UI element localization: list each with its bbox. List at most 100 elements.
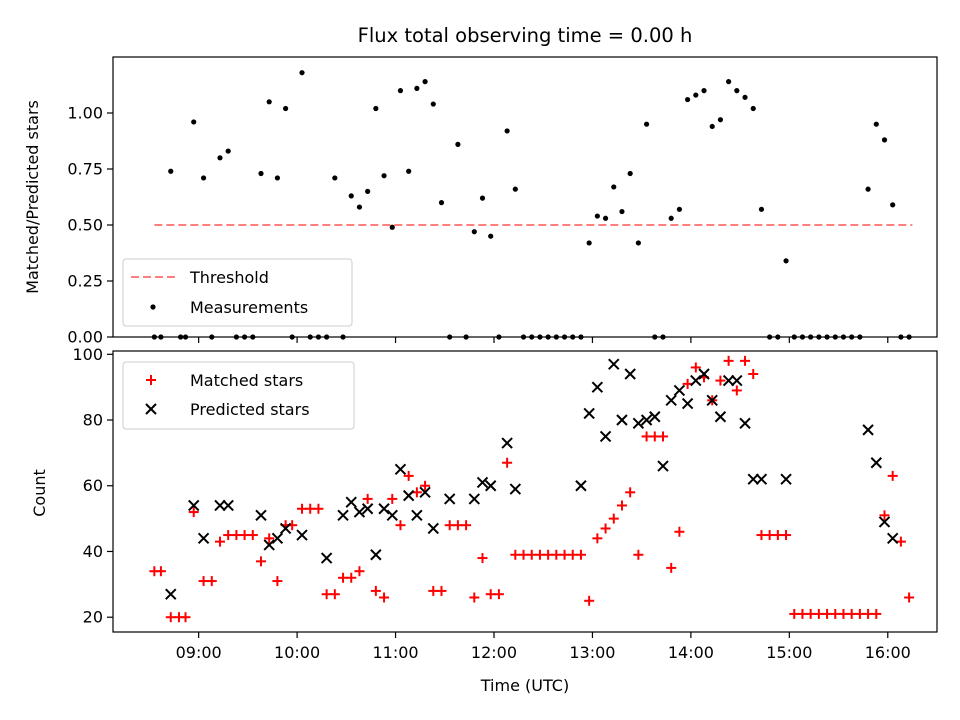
measurement-point [191, 119, 197, 125]
bottom-panel: 20 40 60 80 100 09:00 10:00 11:00 12:00 13:00 14:… [30, 345, 938, 695]
predicted-star-point [698, 368, 710, 380]
measurement-point [356, 204, 363, 210]
measurement-point [783, 258, 789, 264]
measurement-point [693, 92, 699, 98]
measurement-point [881, 137, 888, 143]
measurement-point [389, 224, 395, 230]
matched-star-point [748, 369, 759, 380]
predicted-star-point [657, 460, 669, 472]
legend-matched-swatch [146, 375, 156, 385]
matched-star-point [895, 536, 906, 547]
measurement-point [373, 105, 379, 112]
bottom-x-tick-label: 10:00 [274, 643, 320, 662]
measurement-point [643, 121, 650, 127]
measurement-point [430, 101, 436, 107]
predicted-star-point [714, 411, 727, 423]
matched-star-point [682, 378, 693, 389]
matched-star-point [354, 566, 365, 577]
predicted-star-point [706, 394, 718, 407]
predicted-star-point [476, 476, 489, 489]
matched-star-point [395, 520, 406, 531]
matched-star-point [608, 513, 619, 524]
predicted-star-point [279, 522, 292, 535]
bottom-y-tick-label: 80 [83, 411, 103, 430]
matched-star-point [379, 592, 390, 603]
matched-star-point [879, 510, 890, 521]
top-y-tick-label: 0.75 [67, 160, 103, 179]
bottom-x-tick-label: 14:00 [668, 643, 714, 662]
predicted-star-point [386, 509, 398, 522]
top-y-tick-label: 0.50 [67, 216, 103, 235]
measurement-point [348, 193, 354, 199]
bottom-x-tick-label: 16:00 [865, 643, 911, 662]
predicted-star-point [468, 493, 481, 505]
predicted-star-point [673, 384, 686, 397]
matched-star-point [781, 530, 792, 541]
predicted-star-point [755, 473, 768, 485]
bottom-x-tick-label: 09:00 [176, 643, 222, 662]
measurement-point [406, 168, 412, 174]
top-panel: 0.00 0.25 0.50 0.75 1.00 Matched/Predicted s… [23, 56, 938, 347]
predicted-star-point [886, 532, 899, 545]
predicted-star-point [870, 457, 882, 469]
predicted-star-point [665, 394, 677, 407]
measurement-point [455, 141, 461, 147]
predicted-star-point [616, 414, 628, 426]
matched-star-point [690, 362, 701, 373]
matched-star-point [731, 385, 742, 396]
bottom-x-tick-label: 12:00 [471, 643, 517, 662]
predicted-star-point [640, 414, 653, 426]
predicted-star-point [878, 516, 891, 528]
top-legend: Threshold Measurements [122, 258, 353, 327]
matched-star-point [723, 355, 734, 366]
predicted-star-point [443, 493, 456, 505]
measurement-point [479, 195, 486, 201]
measurement-point [668, 215, 674, 221]
bottom-x-tick-label: 13:00 [569, 643, 615, 662]
measurement-point [217, 155, 223, 161]
predicted-star-point [361, 503, 374, 515]
matched-star-point [370, 585, 381, 596]
matched-star-point [633, 549, 644, 560]
measurement-point [750, 105, 756, 112]
bottom-axes-frame [112, 350, 938, 633]
measurement-point [200, 175, 207, 181]
measurement-point [873, 121, 879, 127]
matched-star-point [420, 480, 431, 491]
matched-star-point [403, 470, 414, 481]
predicted-star-point [337, 509, 349, 522]
predicted-star-point [624, 368, 636, 380]
measurement-point [619, 208, 625, 215]
measurement-point [586, 240, 592, 246]
matched-star-point [461, 520, 472, 531]
predicted-star-point [255, 509, 267, 522]
predicted-star-point [632, 417, 645, 430]
measurement-point [709, 123, 715, 130]
measurement-point [635, 240, 641, 246]
matched-star-point [214, 536, 225, 547]
matched-star-point [436, 585, 447, 596]
predicted-star-point [402, 489, 415, 502]
predicted-star-point [747, 473, 759, 485]
bottom-y-tick-label: 20 [83, 608, 103, 627]
matched-star-point [592, 533, 603, 544]
matched-star-point [575, 549, 586, 560]
predicted-star-point [394, 463, 407, 476]
top-axes-frame [112, 56, 938, 338]
legend-threshold-label: Threshold [189, 268, 269, 287]
predicted-star-point [197, 532, 210, 545]
measurement-point [734, 88, 740, 94]
matched-star-point [502, 457, 513, 468]
matched-star-point [477, 553, 488, 564]
measurement-point [471, 229, 477, 235]
predicted-star-point [345, 496, 357, 508]
matched-star-point [715, 375, 726, 386]
predicted-star-point [353, 506, 366, 518]
predicted-star-point [608, 358, 620, 370]
matched-star-point [206, 576, 217, 587]
predicted-star-point [411, 509, 423, 522]
matched-star-point [600, 523, 611, 534]
predicted-star-point [739, 417, 751, 430]
measurement-point [726, 79, 732, 85]
